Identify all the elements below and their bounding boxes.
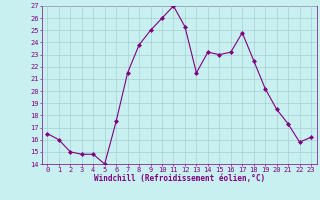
X-axis label: Windchill (Refroidissement éolien,°C): Windchill (Refroidissement éolien,°C) [94,174,265,183]
